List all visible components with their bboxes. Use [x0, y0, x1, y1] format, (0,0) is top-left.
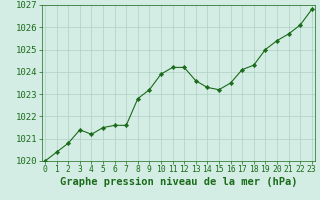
- X-axis label: Graphe pression niveau de la mer (hPa): Graphe pression niveau de la mer (hPa): [60, 177, 297, 187]
